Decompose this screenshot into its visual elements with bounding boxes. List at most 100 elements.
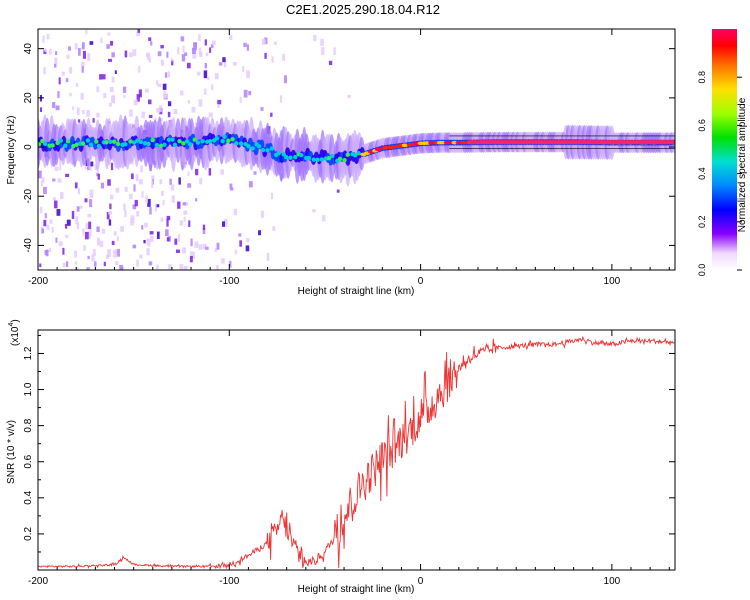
spectrogram-cell bbox=[103, 261, 106, 267]
spectrogram-cell bbox=[150, 137, 155, 143]
spectrogram-xtick-label: 0 bbox=[418, 276, 424, 287]
spectrogram-cell bbox=[132, 244, 137, 249]
spectrogram-cell bbox=[61, 71, 65, 76]
spectrogram-cell bbox=[66, 219, 71, 226]
spectrogram-cell bbox=[106, 212, 110, 220]
spectrogram-cell bbox=[80, 141, 86, 146]
spectrogram-cell bbox=[75, 267, 79, 270]
spectrogram-cell bbox=[39, 263, 42, 268]
spectrogram-cell bbox=[170, 137, 175, 142]
spectrogram-cell bbox=[168, 264, 172, 270]
spectrogram-cell bbox=[149, 207, 152, 215]
spectrogram-cell bbox=[115, 187, 120, 193]
spectrogram-cell bbox=[230, 136, 235, 142]
spectrogram-cell bbox=[129, 109, 133, 117]
spectrogram-cell bbox=[253, 171, 257, 175]
spectrogram-cell bbox=[150, 41, 153, 46]
spectrogram-cell bbox=[87, 213, 92, 218]
spectrogram-cell bbox=[130, 215, 135, 223]
spectrogram-cell bbox=[109, 102, 112, 107]
spectrogram-cell bbox=[224, 218, 228, 224]
spectrogram-cell bbox=[163, 90, 167, 99]
spectrogram-cell bbox=[43, 141, 48, 147]
spectrogram-cell bbox=[101, 228, 106, 234]
spectrogram-cell bbox=[131, 140, 137, 145]
spectrogram-cell bbox=[82, 228, 85, 236]
spectrogram-cell bbox=[320, 38, 324, 46]
spectrogram-cell bbox=[220, 138, 225, 144]
spectrogram-cell bbox=[183, 210, 188, 215]
spectrogram-cell bbox=[135, 174, 139, 182]
spectrogram-cell bbox=[159, 179, 163, 185]
spectrogram-cell bbox=[96, 226, 100, 233]
spectrogram-cell bbox=[41, 177, 45, 183]
spectrogram-cell bbox=[187, 142, 193, 147]
spectrogram-cell bbox=[321, 47, 325, 56]
spectrogram-cell bbox=[313, 34, 317, 42]
spectrogram-cell bbox=[216, 265, 219, 270]
spectrogram-cell bbox=[113, 249, 118, 258]
spectrogram-cell bbox=[412, 142, 420, 146]
spectrogram-cell bbox=[192, 52, 197, 59]
spectrogram-cell bbox=[109, 86, 114, 93]
spectrogram-cell bbox=[155, 80, 159, 85]
spectrogram-cell bbox=[89, 189, 94, 197]
spectrogram-cell bbox=[85, 231, 89, 240]
spectrogram-cell bbox=[43, 67, 46, 75]
spectrogram-cell bbox=[177, 138, 182, 144]
spectrogram-cell bbox=[141, 225, 144, 230]
snr-ylabel: SNR (10 * v/v) bbox=[6, 420, 17, 484]
spectrogram-cell bbox=[175, 249, 180, 253]
spectrogram-cell bbox=[110, 162, 114, 171]
spectrogram-cell bbox=[133, 184, 136, 192]
spectrogram-cell bbox=[64, 223, 68, 229]
spectrogram-cell bbox=[117, 248, 120, 257]
spectrogram-cell bbox=[245, 245, 250, 252]
spectrogram-cell bbox=[115, 261, 119, 266]
snr-ytick-label: 1.0 bbox=[23, 382, 34, 396]
spectrogram-cell bbox=[162, 142, 167, 147]
spectrogram-cell bbox=[270, 192, 274, 200]
spectrogram-cell bbox=[74, 261, 78, 265]
spectrogram-cell bbox=[162, 83, 167, 90]
spectrogram-ytick-label: 40 bbox=[23, 43, 34, 55]
spectrogram-cell bbox=[132, 204, 137, 210]
spectrogram-cell bbox=[198, 34, 201, 42]
spectrogram-cell bbox=[264, 52, 267, 59]
spectrogram-cell bbox=[180, 36, 185, 42]
spectrogram-cell bbox=[164, 72, 168, 78]
spectrogram-cell bbox=[173, 109, 178, 115]
spectrogram-cell bbox=[108, 219, 112, 226]
spectrogram-cell bbox=[88, 231, 91, 239]
spectrogram-cell bbox=[187, 100, 191, 104]
snr-xtick-label: 0 bbox=[418, 576, 424, 587]
spectrogram-cell bbox=[108, 139, 113, 145]
spectrogram-cell bbox=[167, 71, 170, 78]
spectrogram-cell bbox=[137, 29, 141, 33]
spectrogram-cell bbox=[66, 54, 70, 59]
spectrogram-cell bbox=[78, 47, 81, 56]
spectrogram-cell bbox=[207, 138, 213, 144]
spectrogram-cell bbox=[230, 187, 234, 191]
spectrogram-cell bbox=[248, 181, 253, 188]
snr-frame bbox=[37, 329, 676, 571]
spectrogram-ridge bbox=[468, 140, 675, 145]
spectrogram-cell bbox=[111, 240, 115, 245]
spectrogram-cell bbox=[85, 222, 90, 230]
spectrogram-cell bbox=[107, 179, 111, 186]
spectrogram-cell bbox=[202, 228, 206, 235]
spectrogram-cell bbox=[171, 60, 174, 66]
spectrogram-cell bbox=[214, 136, 220, 141]
spectrogram-cell bbox=[148, 99, 152, 105]
spectrogram-cell bbox=[141, 191, 144, 198]
spectrogram-cell bbox=[312, 209, 316, 213]
spectrogram-cell bbox=[336, 189, 340, 193]
spectrogram-cell bbox=[90, 161, 94, 167]
spectrogram-cell bbox=[84, 198, 88, 203]
spectrogram-cell bbox=[160, 44, 164, 49]
snr-ytick-label: 0.4 bbox=[23, 490, 34, 504]
spectrogram-cell bbox=[165, 229, 169, 237]
spectrogram-cell bbox=[151, 180, 154, 188]
spectrogram-cell bbox=[161, 190, 164, 196]
